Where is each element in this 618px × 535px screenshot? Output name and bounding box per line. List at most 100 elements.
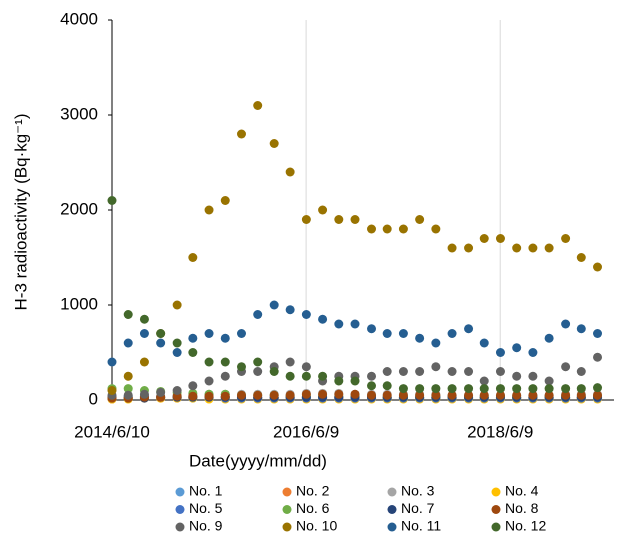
point (220, 391, 230, 401)
point (415, 384, 425, 394)
point (576, 384, 586, 394)
point (204, 205, 214, 215)
point (367, 371, 377, 381)
legend-marker (282, 505, 292, 514)
point (479, 234, 489, 243)
point (447, 367, 457, 376)
legend-label: No. 6 (296, 500, 330, 516)
x-axis-title: Date(yyyy/mm/dd) (189, 451, 327, 470)
point (204, 329, 214, 338)
point (334, 319, 344, 329)
point (220, 333, 230, 343)
point (561, 319, 571, 329)
point (495, 384, 505, 394)
legend-marker (175, 522, 185, 532)
point (269, 390, 279, 400)
y-tick-label: 3000 (60, 104, 98, 123)
point (512, 371, 522, 381)
legend-label: No. 4 (505, 483, 539, 499)
point (561, 362, 571, 372)
x-tick-label: 2014/6/10 (74, 422, 150, 441)
x-tick-label: 2016/6/9 (273, 422, 339, 441)
point (576, 324, 586, 334)
point (382, 381, 392, 391)
legend-marker (175, 505, 185, 514)
legend-label: No. 3 (401, 483, 435, 499)
legend-marker (175, 487, 185, 497)
point (464, 243, 474, 253)
legend-label: No. 1 (189, 483, 223, 499)
point (398, 367, 408, 376)
point (188, 381, 198, 391)
point (447, 390, 457, 400)
point (544, 333, 554, 343)
point (367, 324, 377, 334)
point (172, 338, 182, 348)
point (334, 376, 344, 386)
point (285, 305, 295, 315)
point (431, 224, 441, 234)
point (464, 324, 474, 334)
point (350, 389, 360, 399)
point (253, 357, 263, 367)
point (107, 357, 117, 367)
point (479, 338, 489, 348)
point (367, 381, 377, 391)
point (415, 215, 425, 224)
point (253, 310, 263, 319)
point (576, 390, 586, 400)
point (544, 384, 554, 394)
point (398, 224, 408, 234)
point (528, 371, 538, 381)
point (301, 215, 311, 224)
point (479, 376, 489, 386)
legend-label: No. 5 (189, 500, 223, 516)
y-axis-title: H-3 radioactivity (Bq·kg⁻¹) (11, 114, 30, 311)
point (593, 329, 603, 338)
point (593, 390, 603, 400)
point (156, 338, 166, 348)
point (350, 376, 360, 386)
point (544, 376, 554, 386)
point (123, 371, 133, 381)
point (398, 390, 408, 400)
point (431, 338, 441, 348)
point (447, 243, 457, 253)
legend-label: No. 9 (189, 518, 223, 534)
point (188, 391, 198, 401)
point (528, 348, 538, 357)
point (350, 215, 360, 224)
legend-label: No. 11 (401, 518, 441, 534)
point (156, 387, 166, 397)
point (495, 348, 505, 357)
point (382, 329, 392, 338)
point (301, 371, 311, 381)
point (285, 371, 295, 381)
point (382, 224, 392, 234)
point (593, 262, 603, 272)
legend-marker (282, 522, 292, 532)
point (528, 384, 538, 394)
point (415, 367, 425, 376)
point (479, 390, 489, 400)
point (528, 243, 538, 253)
point (139, 357, 149, 367)
point (188, 253, 198, 262)
point (447, 329, 457, 338)
point (318, 371, 328, 381)
point (269, 139, 279, 148)
legend-label: No. 2 (296, 483, 330, 499)
point (204, 391, 214, 401)
point (220, 371, 230, 381)
point (398, 329, 408, 338)
point (447, 384, 457, 394)
point (285, 167, 295, 177)
legend-label: No. 7 (401, 500, 435, 516)
point (382, 390, 392, 400)
point (561, 234, 571, 243)
point (188, 348, 198, 357)
point (334, 389, 344, 399)
point (576, 253, 586, 262)
legend-label: No. 12 (505, 518, 546, 534)
